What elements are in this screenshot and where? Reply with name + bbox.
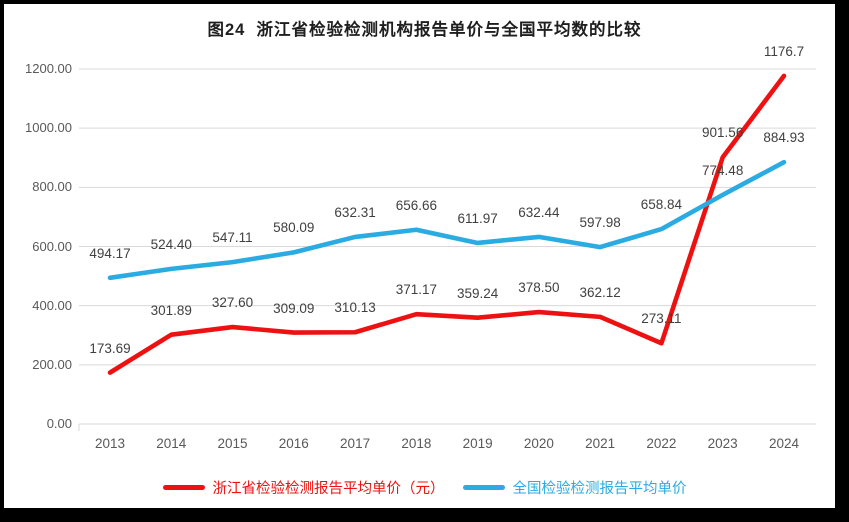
- y-axis-tick-label: 200.00: [32, 356, 72, 372]
- legend: 浙江省检验检测报告平均单价（元） 全国检验检测报告平均单价: [0, 477, 849, 498]
- data-label-series-0: 362.12: [579, 284, 621, 300]
- data-label-series-0: 327.60: [211, 295, 254, 311]
- data-label-series-1: 547.11: [212, 230, 253, 246]
- y-axis-tick-label: 1200.00: [25, 61, 72, 76]
- x-axis-tick-label: 2016: [278, 436, 309, 451]
- y-axis-tick-label: 0.00: [46, 416, 72, 431]
- x-axis-tick-label: 2020: [523, 436, 554, 451]
- data-label-series-1: 632.44: [518, 204, 560, 220]
- x-axis-tick-label: 2013: [94, 436, 126, 451]
- data-label-series-1: 884.93: [763, 130, 805, 146]
- y-axis-tick-label: 1000.00: [25, 120, 72, 136]
- legend-label-national: 全国检验检测报告平均单价: [512, 481, 687, 497]
- data-label-series-0: 309.09: [273, 300, 315, 316]
- y-axis-tick-label: 600.00: [32, 238, 72, 254]
- chart-title: 图24 浙江省检验检测机构报告单价与全国平均数的比较: [207, 21, 642, 39]
- legend-item-zhejiang: 浙江省检验检测报告平均单价（元）: [162, 477, 445, 498]
- x-axis-tick-label: 2023: [707, 436, 738, 451]
- data-label-series-1: 580.09: [273, 220, 315, 236]
- x-axis-tick-label: 2022: [646, 436, 677, 451]
- blue-line-swatch-icon: [462, 485, 505, 490]
- legend-label-zhejiang: 浙江省检验检测报告平均单价（元）: [212, 481, 445, 497]
- legend-item-national: 全国检验检测报告平均单价: [462, 477, 687, 498]
- data-label-series-0: 901.56: [702, 125, 744, 141]
- x-axis-tick-label: 2014: [156, 436, 187, 451]
- data-label-series-0: 310.13: [334, 300, 376, 316]
- data-label-series-0: 1176.7: [763, 43, 805, 59]
- x-axis-tick-label: 2017: [340, 436, 371, 451]
- y-axis-tick-label: 800.00: [32, 179, 72, 195]
- data-label-series-0: 301.89: [150, 302, 192, 318]
- x-axis-tick-label: 2019: [462, 436, 493, 451]
- data-label-series-1: 774.48: [702, 162, 744, 178]
- data-label-series-1: 597.98: [579, 215, 621, 231]
- data-label-series-1: 632.31: [334, 204, 376, 220]
- x-axis-tick-label: 2015: [217, 436, 248, 451]
- x-axis-tick-label: 2021: [585, 436, 616, 451]
- data-label-series-0: 378.50: [518, 280, 560, 296]
- y-axis-tick-label: 400.00: [32, 297, 72, 313]
- data-label-series-1: 494.17: [89, 245, 131, 261]
- data-label-series-1: 656.66: [395, 197, 437, 213]
- data-label-series-0: 173.69: [89, 340, 131, 356]
- data-label-series-1: 658.84: [640, 197, 683, 213]
- data-label-series-1: 524.40: [150, 236, 192, 252]
- data-label-series-1: 611.97: [457, 210, 498, 226]
- data-label-series-0: 371.17: [395, 282, 437, 298]
- x-axis-tick-label: 2018: [401, 436, 432, 451]
- data-label-series-0: 359.24: [456, 285, 499, 301]
- data-label-series-0: 273.11: [641, 311, 682, 327]
- red-line-swatch-icon: [162, 485, 205, 490]
- x-axis-tick-label: 2024: [768, 436, 799, 451]
